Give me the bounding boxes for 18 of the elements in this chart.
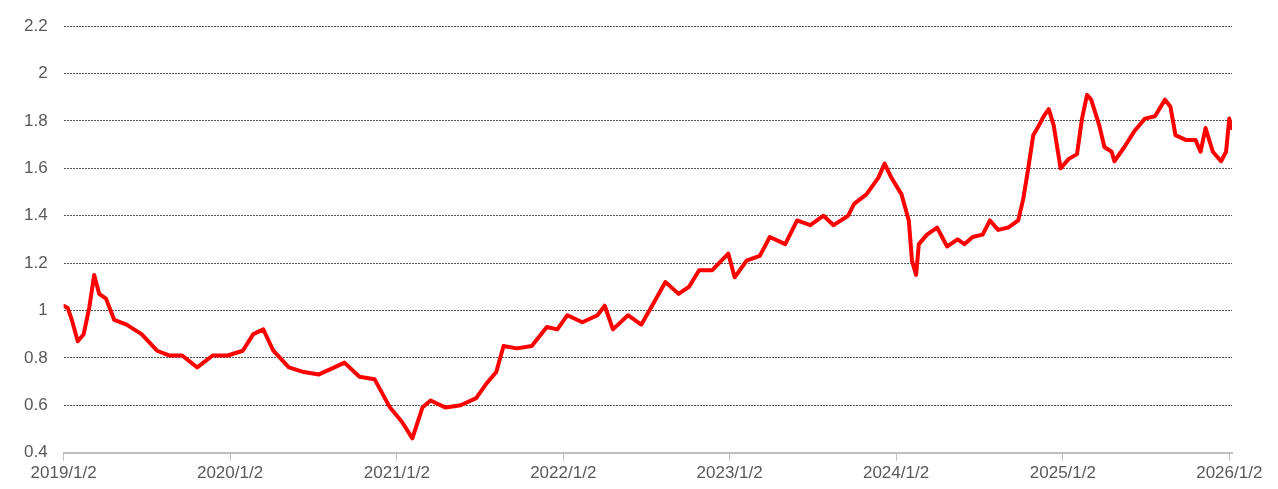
y-tick-label: 0.6 <box>23 394 48 414</box>
y-tick-label: 1.2 <box>23 252 48 272</box>
x-tick-label: 2019/1/2 <box>30 463 97 483</box>
x-tick-label: 2024/1/2 <box>862 463 930 483</box>
y-tick-label: 1.8 <box>23 110 48 130</box>
y-tick-label: 2 <box>38 63 48 83</box>
x-tick-label: 2025/1/2 <box>1029 463 1096 483</box>
x-tick-label: 2026/1/2 <box>1196 463 1263 483</box>
x-tick-label: 2022/1/2 <box>530 463 597 483</box>
y-tick-label: 1.4 <box>23 205 48 225</box>
y-tick-label: 0.4 <box>23 442 48 462</box>
y-tick-label: 1 <box>38 300 48 320</box>
x-tick-label: 2020/1/2 <box>196 463 264 483</box>
x-tick-label: 2021/1/2 <box>363 463 430 483</box>
y-tick-label: 0.8 <box>23 347 48 367</box>
y-tick-label: 2.2 <box>23 15 48 35</box>
y-tick-label: 1.6 <box>23 158 48 178</box>
x-tick-label: 2023/1/2 <box>696 463 763 483</box>
